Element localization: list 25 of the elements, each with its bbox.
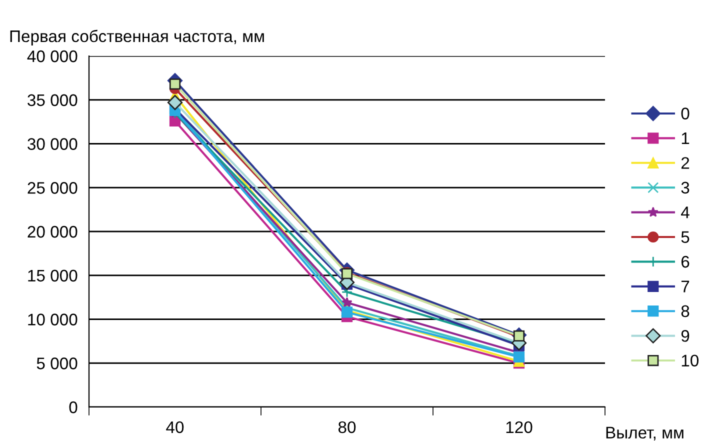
y-tick-label: 30 000 xyxy=(28,138,78,150)
legend-label: 2 xyxy=(681,157,690,169)
y-tick-label: 20 000 xyxy=(28,226,78,238)
y-tick-label: 35 000 xyxy=(28,94,78,106)
y-axis-title: Первая собственная частота, мм xyxy=(10,30,264,46)
legend-label: 6 xyxy=(681,256,690,268)
legend-label: 9 xyxy=(681,330,690,342)
y-tick-label: 25 000 xyxy=(28,182,78,194)
legend-label: 3 xyxy=(681,182,690,194)
legend-label: 5 xyxy=(681,231,690,243)
y-tick-label: 0 xyxy=(69,401,78,414)
x-axis-title: Вылет, мм xyxy=(606,426,684,441)
legend-label: 10 xyxy=(682,354,699,367)
x-tick-label: 120 xyxy=(506,421,532,434)
legend-label: 0 xyxy=(681,108,690,120)
x-tick-label: 40 xyxy=(166,421,184,434)
legend-label: 7 xyxy=(681,280,690,292)
y-tick-label: 40 000 xyxy=(27,50,78,62)
y-tick-label: 5 000 xyxy=(36,358,78,370)
y-tick-label: 15 000 xyxy=(28,270,78,282)
legend-label: 1 xyxy=(682,132,690,144)
y-tick-label: 10 000 xyxy=(28,314,78,326)
x-tick-label: 80 xyxy=(338,421,356,434)
legend-label: 8 xyxy=(681,305,690,318)
legend-label: 4 xyxy=(681,206,690,218)
